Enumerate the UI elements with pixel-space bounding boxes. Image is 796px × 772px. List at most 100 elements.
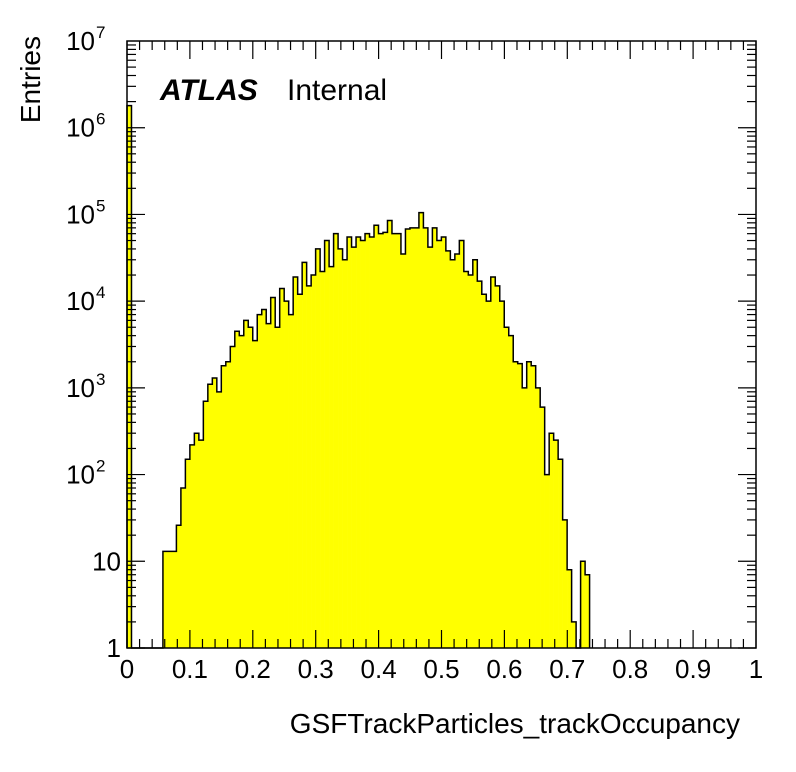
histogram-bin bbox=[252, 340, 258, 648]
y-tick-exponent: 6 bbox=[96, 110, 105, 129]
histogram-bin bbox=[405, 228, 411, 648]
x-tick-label: 0.8 bbox=[612, 654, 648, 684]
histogram-bin bbox=[297, 294, 303, 648]
histogram-bin bbox=[558, 459, 563, 648]
histogram-outline bbox=[126, 104, 591, 649]
y-tick-exponent: 3 bbox=[96, 370, 105, 389]
histogram-bin bbox=[423, 227, 429, 648]
histogram-bin bbox=[567, 569, 572, 648]
histogram-bin bbox=[127, 105, 132, 649]
y-tick-label: 1 bbox=[107, 633, 121, 663]
histogram-bin bbox=[275, 327, 280, 648]
histogram-bin bbox=[486, 301, 492, 648]
histogram-bin bbox=[288, 314, 294, 648]
x-tick-label: 0.1 bbox=[172, 654, 208, 684]
histogram-bin bbox=[311, 275, 316, 648]
histogram-bin bbox=[441, 236, 447, 648]
histogram-bin bbox=[162, 551, 168, 648]
histogram-bin bbox=[360, 240, 366, 648]
histogram-bin bbox=[279, 288, 285, 648]
histogram-bin bbox=[180, 488, 186, 648]
histogram-bin bbox=[212, 377, 218, 648]
histogram-bin bbox=[320, 271, 325, 648]
atlas-label: ATLAS bbox=[159, 74, 258, 107]
histogram-bin bbox=[540, 407, 545, 648]
histogram-bin bbox=[459, 240, 465, 648]
x-tick-label: 0 bbox=[120, 654, 134, 684]
histogram-bin bbox=[257, 314, 263, 648]
histogram-bin bbox=[315, 248, 321, 648]
histogram-bin bbox=[374, 225, 379, 648]
x-axis-tick-labels: 0 0.1 0.2 0.3 0.4 0.5 0.6 0.7 0.8 0.9 1 bbox=[120, 654, 763, 684]
x-axis-title: GSFTrackParticles_trackOccupancy bbox=[290, 708, 740, 739]
y-tick-label: 10 bbox=[66, 460, 95, 490]
histogram-bin bbox=[351, 247, 357, 648]
histogram-bin bbox=[221, 365, 227, 648]
y-tick-exponent: 4 bbox=[96, 283, 105, 302]
histogram-bin bbox=[176, 525, 182, 648]
histogram-bin bbox=[504, 327, 510, 648]
histogram-bin bbox=[194, 433, 200, 648]
histogram-bin bbox=[580, 561, 586, 648]
y-tick-label: 10 bbox=[66, 199, 95, 229]
histogram-bin bbox=[248, 327, 254, 648]
histogram-bin bbox=[293, 276, 298, 648]
histogram-bin bbox=[261, 309, 267, 648]
y-tick-exponent: 7 bbox=[96, 23, 105, 42]
histogram-bin bbox=[225, 361, 231, 648]
histogram-bin bbox=[531, 365, 536, 648]
y-tick-exponent: 2 bbox=[96, 457, 105, 476]
histogram-bin bbox=[463, 271, 469, 648]
histogram-bin bbox=[167, 551, 173, 648]
histogram-bin bbox=[396, 233, 402, 649]
histogram-bin bbox=[203, 401, 209, 648]
histogram-bin bbox=[338, 248, 343, 648]
histogram-bin bbox=[450, 259, 456, 648]
histogram-bin bbox=[517, 363, 523, 648]
histogram-bin bbox=[378, 233, 384, 649]
histogram-bin bbox=[468, 275, 474, 648]
histogram-bin bbox=[365, 233, 370, 649]
y-axis-ticks bbox=[127, 44, 756, 649]
histogram-bin bbox=[216, 391, 222, 648]
histogram-bin bbox=[454, 253, 460, 648]
histogram-bin bbox=[189, 444, 195, 648]
histogram-bin bbox=[553, 440, 559, 648]
y-tick-label: 10 bbox=[66, 373, 95, 403]
x-tick-label: 1 bbox=[749, 654, 763, 684]
x-tick-label: 0.7 bbox=[549, 654, 585, 684]
histogram-bin bbox=[243, 320, 249, 648]
histogram-bin bbox=[481, 294, 487, 648]
histogram-bin bbox=[400, 253, 406, 648]
y-tick-label: 10 bbox=[92, 546, 121, 576]
x-tick-label: 0.4 bbox=[361, 654, 397, 684]
histogram-bin bbox=[499, 301, 505, 648]
histogram-bin bbox=[302, 262, 307, 648]
histogram-bin bbox=[185, 459, 191, 648]
histogram-bin bbox=[387, 220, 393, 649]
histogram-bin bbox=[369, 236, 375, 648]
histogram-bin bbox=[490, 276, 496, 648]
histogram-bin bbox=[436, 240, 442, 648]
x-tick-label: 0.2 bbox=[235, 654, 271, 684]
histogram-bin bbox=[342, 259, 348, 648]
x-tick-label: 0.3 bbox=[298, 654, 334, 684]
histogram-bin bbox=[207, 384, 213, 648]
atlas-internal-label: Internal bbox=[287, 74, 387, 107]
histogram-bin bbox=[432, 227, 438, 648]
histogram-bin bbox=[266, 323, 272, 648]
histogram-bin bbox=[270, 297, 276, 648]
histogram-bin bbox=[427, 247, 433, 648]
y-tick-label: 10 bbox=[66, 26, 95, 56]
histogram-bin bbox=[333, 233, 339, 649]
histogram-bin bbox=[585, 574, 590, 648]
histogram-bin bbox=[306, 285, 312, 648]
histogram-bin bbox=[472, 259, 478, 648]
histogram-bin bbox=[234, 331, 240, 648]
histogram-bin bbox=[198, 440, 204, 648]
histogram-bin bbox=[391, 233, 397, 649]
histogram-bin bbox=[445, 250, 451, 648]
x-tick-label: 0.6 bbox=[486, 654, 522, 684]
histogram-bin bbox=[418, 212, 424, 648]
